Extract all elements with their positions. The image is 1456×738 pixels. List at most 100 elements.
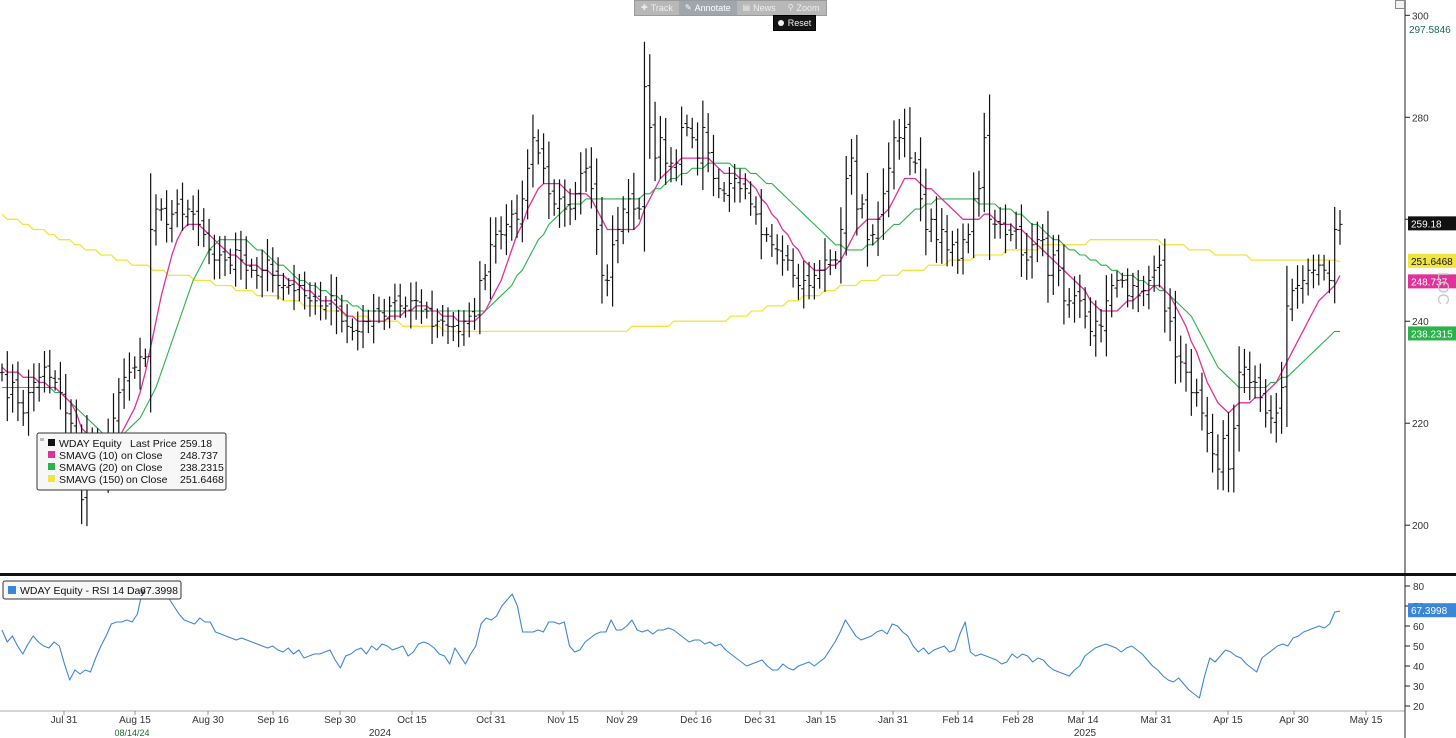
rsi-y-tick-label: 80 [1413,582,1425,593]
price-bar [1061,244,1067,325]
legend-desc-price: Last Price [130,438,177,450]
price-bar [121,358,127,409]
price-bar [732,163,738,203]
price-bar [705,113,711,173]
crosshair-icon: ✚ [641,3,648,12]
rsi-y-tick-label: 60 [1413,622,1425,633]
price-bar [493,217,499,264]
price-y-tick-label: 240 [1412,317,1429,328]
price-bar [360,305,366,349]
price-bar [567,188,573,226]
zoom-button[interactable]: ⚲ Zoom [782,1,826,15]
price-bars [0,41,1343,527]
price-bar [397,283,403,319]
legend-label-rsi: WDAY Equity - RSI 14 Day [20,585,146,597]
price-bar [1332,206,1338,304]
legend-label-price: WDAY Equity [59,438,122,450]
price-bar [944,215,950,267]
panel-menu-icon[interactable] [1395,0,1405,9]
sma150-path [1,213,1341,333]
price-bar [1268,395,1274,434]
price-bar [742,173,748,200]
price-bar [992,209,998,239]
price-bar [1072,276,1078,323]
price-bar [1188,348,1194,416]
price-bar [631,172,637,231]
price-bar [923,168,929,256]
price-legend: WDAY Equity Last Price 259.18 SMAVG (10)… [36,432,227,491]
price-bar [997,207,1003,239]
newspaper-icon: ▤ [742,3,751,12]
x-tick-label: Feb 14 [942,715,974,726]
price-bar [1003,204,1008,254]
news-label: News [753,3,776,13]
price-bar [1125,268,1131,308]
svg-text:67.3998: 67.3998 [1411,606,1448,617]
legend-label-sma10: SMAVG (10) [59,450,118,462]
x-tick-label: Dec 16 [680,715,712,726]
price-bar [758,189,764,260]
price-bar [15,361,21,422]
price-bar [31,363,37,412]
price-bar [429,290,435,345]
legend-swatch-rsi [8,586,16,594]
price-bar [578,152,584,215]
price-bar [1220,420,1226,491]
price-bar [1024,232,1030,280]
track-button[interactable]: ✚ Track [635,1,679,15]
annotate-label: Annotate [694,3,731,13]
price-bar [572,181,578,221]
price-bar [1130,272,1136,310]
price-bar [1204,396,1210,453]
price-bar [833,251,839,269]
svg-text:248.737: 248.737 [1411,277,1448,288]
x-tick-label: Sep 16 [257,715,289,726]
track-label: Track [650,3,673,13]
rsi-y-tick-label: 50 [1413,642,1425,653]
annotate-button[interactable]: ✎ Annotate [678,1,737,15]
price-bar [1008,223,1014,242]
price-bar [785,245,791,271]
price-bar [912,151,918,174]
price-bar [955,228,961,274]
price-bar [679,106,685,186]
price-bar [864,172,870,267]
price-bar [684,114,690,137]
legend-value-sma150: 251.6468 [180,474,224,486]
price-bar [164,190,170,243]
price-bar [594,158,600,255]
price-bar [886,142,892,218]
price-bar [148,173,154,413]
price-bar [1226,412,1231,493]
price-bar [1326,260,1332,294]
panel-divider[interactable] [0,573,1456,576]
price-bar [180,182,186,231]
news-button[interactable]: ▤ News [737,1,782,15]
price-bar [588,147,594,209]
price-bar [503,204,509,256]
price-bar [63,373,69,434]
price-bar [328,274,334,326]
price-bar [286,278,292,295]
price-bar [249,258,255,278]
price-bar [323,295,329,320]
reset-button[interactable]: Reset [773,15,816,31]
x-tick-label: Apr 30 [1279,715,1309,726]
price-bar [440,304,446,337]
price-bar [450,312,456,342]
price-bar [1305,258,1311,296]
x-tick-label: Jan 15 [806,715,836,726]
rsi-line [1,587,1341,699]
price-bar [461,310,467,346]
price-bar [668,147,674,183]
price-bar [381,298,387,330]
price-bar [434,308,440,338]
price-bar [195,189,201,247]
price-bar [880,168,886,240]
legend-label-sma150: SMAVG (150) [59,474,124,486]
price-bar [1210,413,1216,473]
price-bar [1316,254,1322,286]
price-bar [854,134,860,236]
price-bar [137,337,143,390]
